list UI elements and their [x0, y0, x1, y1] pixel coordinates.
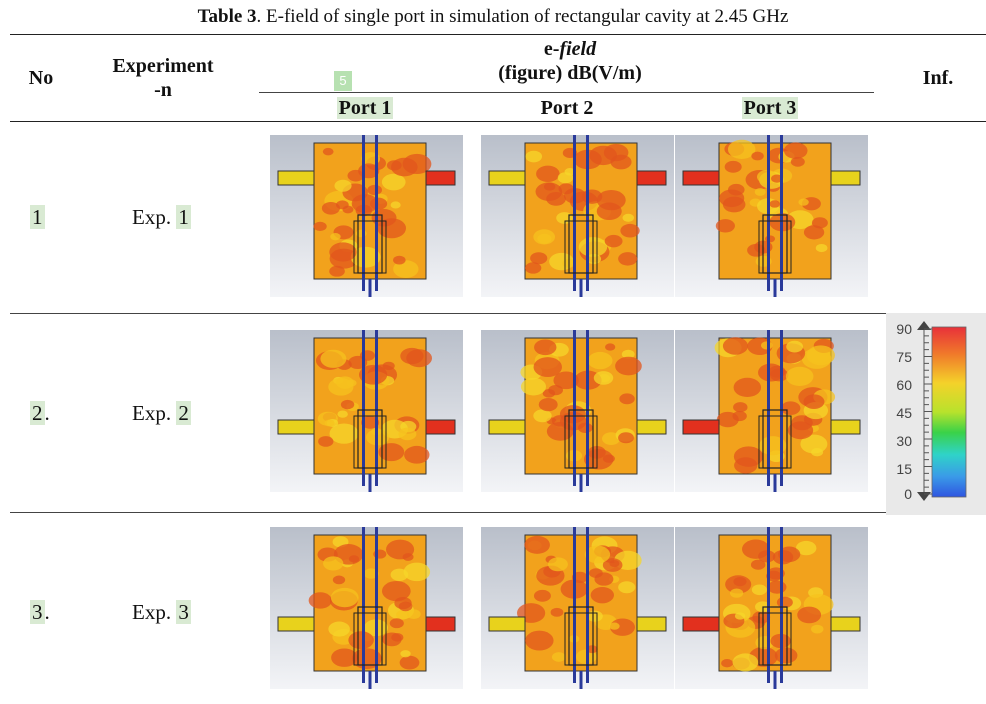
efield-sim-row1-port1	[270, 135, 463, 299]
colorbar-tick-15: 15	[896, 461, 912, 477]
efield-sim-graphic	[675, 527, 868, 691]
row-2-no: 2.	[30, 401, 50, 425]
header-efield: e-field (figure) dB(V/m)	[420, 37, 720, 85]
efield-sim-row2-port3	[675, 330, 868, 494]
header-experiment-line1: Experiment	[112, 55, 214, 77]
row-3-exp-prefix: Exp.	[132, 600, 177, 624]
row-1-no-value: 1	[30, 205, 45, 229]
header-bottom-rule	[10, 121, 986, 122]
colorbar-min-arrow	[917, 492, 931, 501]
efield-sim-graphic	[675, 135, 868, 299]
row-1-no: 1	[30, 205, 45, 229]
efield-sim-graphic	[481, 135, 674, 299]
efield-sim-row2-port1	[270, 330, 463, 494]
colorbar-tick-0: 0	[904, 486, 912, 502]
header-port-3: Port 3	[735, 96, 805, 120]
row-3-no-value: 3	[30, 600, 45, 624]
row-2-exp: Exp. 2	[132, 401, 191, 425]
efield-sim-row1-port2	[481, 135, 674, 299]
row-3-exp: Exp. 3	[132, 600, 191, 624]
colorbar-legend: 90 75 60 45 30 15 0	[886, 313, 986, 515]
colorbar-tick-30: 30	[896, 433, 912, 449]
header-port-2: Port 2	[532, 96, 602, 120]
efield-sim-graphic	[481, 330, 674, 494]
colorbar-tick-45: 45	[896, 405, 912, 421]
row-3-no-suffix: .	[44, 600, 50, 624]
header-experiment: Experiment -n	[90, 54, 236, 102]
efield-sim-row3-port2	[481, 527, 674, 691]
row-2-exp-prefix: Exp.	[132, 401, 177, 425]
row-3-no: 3.	[30, 600, 50, 624]
efield-sim-row3-port3	[675, 527, 868, 691]
row-1-exp-num: 1	[176, 205, 191, 229]
efield-subrule	[259, 92, 874, 93]
row-3-exp-num: 3	[176, 600, 191, 624]
colorbar-gradient	[931, 326, 967, 498]
row-divider-1	[10, 313, 886, 314]
colorbar-tick-90: 90	[896, 321, 912, 337]
header-inf: Inf.	[922, 67, 954, 89]
header-efield-unit: (figure) dB(V/m)	[498, 62, 642, 84]
efield-sim-graphic	[675, 330, 868, 494]
row-2-no-value: 2	[30, 401, 45, 425]
header-port-1: Port 1	[330, 96, 400, 120]
efield-sim-graphic	[481, 527, 674, 691]
table-caption: Table 3. E-field of single port in simul…	[0, 6, 986, 28]
row-1-exp-prefix: Exp.	[132, 205, 177, 229]
page-badge: 5	[334, 71, 352, 91]
row-divider-2	[10, 512, 886, 513]
port-1-label: Port 1	[336, 97, 394, 119]
caption-label: Table 3	[197, 6, 257, 27]
efield-sim-graphic	[270, 135, 463, 299]
row-2-exp-num: 2	[176, 401, 191, 425]
caption-text: . E-field of single port in simulation o…	[256, 6, 789, 27]
port-3-label: Port 3	[741, 97, 799, 119]
header-efield-line1: e-field	[420, 37, 720, 61]
efield-sim-row2-port2	[481, 330, 674, 494]
header-no: No	[28, 67, 54, 89]
efield-sim-graphic	[270, 527, 463, 691]
efield-sim-graphic	[270, 330, 463, 494]
colorbar-tick-60: 60	[896, 377, 912, 393]
header-experiment-line2: -n	[154, 79, 172, 101]
efield-sim-row3-port1	[270, 527, 463, 691]
colorbar-graphic	[917, 321, 967, 501]
efield-italic: field	[559, 38, 597, 60]
efield-sim-row1-port3	[675, 135, 868, 299]
port-2-label: Port 2	[540, 97, 594, 119]
row-2-no-suffix: .	[44, 401, 50, 425]
efield-prefix: e-	[543, 38, 560, 60]
colorbar-tick-75: 75	[896, 349, 912, 365]
colorbar-max-arrow	[917, 321, 931, 330]
row-1-exp: Exp. 1	[132, 205, 191, 229]
top-rule	[10, 34, 986, 35]
